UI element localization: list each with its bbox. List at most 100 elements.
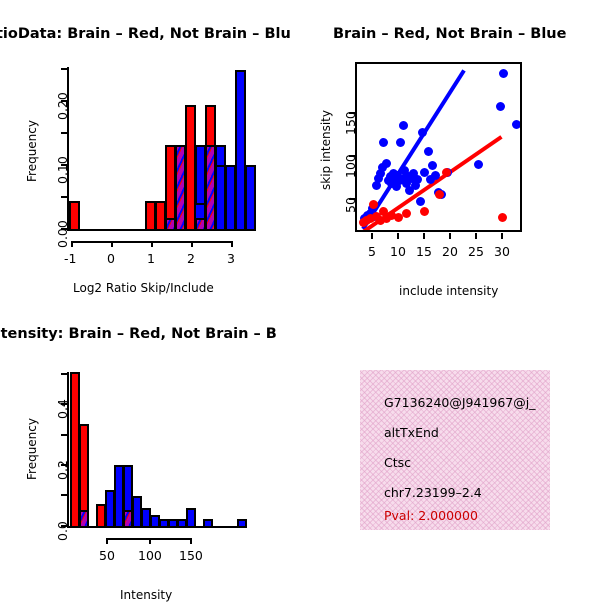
ratio-hist-x-ticklabel-3: 2 [187,251,195,266]
info-pval: Pval: 2.000000 [384,508,478,523]
scatter-dot-blue [396,138,405,147]
scatter-y-tick-1 [349,155,355,157]
ratio-hist-y-tick-0 [61,228,67,230]
scatter-dot-blue [379,138,388,147]
scatter-dot-red [379,207,388,216]
scatter-y-ticklabel-1: 100 [343,154,358,178]
scatter-dot-red [394,213,403,222]
ratio-hist-y-ticklabel-0: 0.00 [55,220,70,248]
info-event-type: altTxEnd [384,425,439,440]
ratio-histogram-panel: RatioData: Brain – Red, Not Brain – Blu … [0,0,300,300]
scatter-dot-blue [374,174,383,183]
intensity-hist-x-tick-0 [106,538,108,544]
scatter-dot-red [435,190,444,199]
ratio-bar-overlap-2 [175,145,186,231]
ratio-hist-y-tick-4 [61,100,67,102]
scatter-dot-blue [405,186,414,195]
scatter-x-axis-label: include intensity [399,284,499,298]
ratio-hist-y-axis [67,67,69,230]
intensity-bar-overlap-1 [79,510,89,528]
intensity-hist-y-tick-1 [61,494,67,496]
scatter-dot-blue [387,179,396,188]
scatter-dot-blue [376,169,385,178]
scatter-dot-blue [382,159,391,168]
scatter-x-ticklabel-5: 30 [494,244,510,259]
scatter-dot-blue [407,174,416,183]
scatter-dot-blue [411,181,420,190]
intensity-hist-y-axis [67,372,69,527]
intensity-hist-y-tick-0 [61,525,67,527]
scatter-x-tick-1 [397,233,399,239]
ratio-hist-y-tick-5 [61,68,67,70]
scatter-dot-blue [409,169,418,178]
scatter-dot-blue [418,128,427,137]
ratio-hist-y-axis-label: Frequency [25,120,39,182]
intensity-bar-blue-11 [203,519,213,528]
ratio-hist-x-tick-3 [191,241,193,247]
ratio-hist-y-tick-3 [61,132,67,134]
scatter-dot-blue [399,121,408,130]
scatter-title: Brain – Red, Not Brain – Blue [333,26,567,42]
info-id-line: G7136240@J941967@j_ [384,395,536,410]
scatter-dot-blue [413,175,422,184]
scatter-dot-blue [420,168,429,177]
scatter-dot-blue [402,179,411,188]
scatter-x-tick-5 [501,233,503,239]
scatter-dot-blue [428,161,437,170]
scatter-plot-area [355,62,522,232]
scatter-dot-red [498,213,507,222]
scatter-y-axis-label: skip intensity [319,110,333,190]
scatter-x-ticklabel-0: 5 [368,244,376,259]
ratio-hist-x-tick-4 [231,241,233,247]
ratio-hist-x-tick-1 [111,241,113,247]
intensity-histogram-panel: ne Itensity: Brain – Red, Not Brain – B … [0,300,300,602]
scatter-dot-red [442,168,451,177]
intensity-hist-x-tick-2 [190,538,192,544]
intensity-bar-blue-12 [237,519,247,528]
scatter-y-ticklabel-0: 50 [343,197,358,213]
scatter-dot-blue [392,182,401,191]
scatter-dot-red [420,207,429,216]
intensity-hist-y-ticklabel-2: 0.4 [55,399,70,419]
ratio-hist-y-ticklabel-1: 0.10 [55,156,70,184]
intensity-hist-y-tick-4 [61,403,67,405]
scatter-dot-blue [416,197,425,206]
scatter-y-tick-2 [349,112,355,114]
info-locus: chr7.23199–2.4 [384,485,482,500]
ratio-bar-blue-5 [235,70,246,231]
scatter-dot-blue [474,160,483,169]
scatter-panel: Brain – Red, Not Brain – Blue [300,0,600,300]
scatter-dot-red [402,209,411,218]
scatter-y-tick-0 [349,198,355,200]
intensity-histogram-title: ne Itensity: Brain – Red, Not Brain – B [0,326,277,342]
intensity-hist-x-ticklabel-2: 150 [179,548,203,563]
scatter-y-ticklabel-2: 150 [343,111,358,135]
intensity-hist-x-ticklabel-1: 100 [138,548,162,563]
intensity-hist-x-ticklabel-0: 50 [99,548,115,563]
intensity-bar-blue-10 [186,508,196,528]
ratio-hist-y-tick-2 [61,164,67,166]
intensity-hist-x-tick-1 [149,538,151,544]
scatter-dot-blue [424,147,433,156]
scatter-x-ticklabel-3: 20 [442,244,458,259]
scatter-dot-blue [499,69,508,78]
scatter-dot-blue [378,163,387,172]
scatter-x-ticklabel-1: 10 [390,244,406,259]
scatter-dot-red [366,214,375,223]
intensity-hist-y-tick-3 [61,434,67,436]
ratio-hist-x-tick-2 [151,241,153,247]
ratio-hist-x-ticklabel-1: 0 [107,251,115,266]
scatter-x-tick-2 [423,233,425,239]
intensity-hist-y-axis-label: Frequency [25,418,39,480]
scatter-x-tick-4 [475,233,477,239]
ratio-bar-blue-6 [245,165,256,231]
intensity-hist-x-axis-label: Intensity [120,588,173,602]
scatter-dot-blue [426,175,435,184]
info-gene-name: Ctsc [384,455,412,470]
info-panel: G7136240@J941967@j_ altTxEnd Ctsc chr7.2… [300,300,600,600]
scatter-dot-red [369,200,378,209]
ratio-bar-blue-1 [195,145,206,205]
scatter-dot-blue [400,166,409,175]
scatter-x-tick-0 [371,233,373,239]
scatter-dot-blue [431,171,440,180]
